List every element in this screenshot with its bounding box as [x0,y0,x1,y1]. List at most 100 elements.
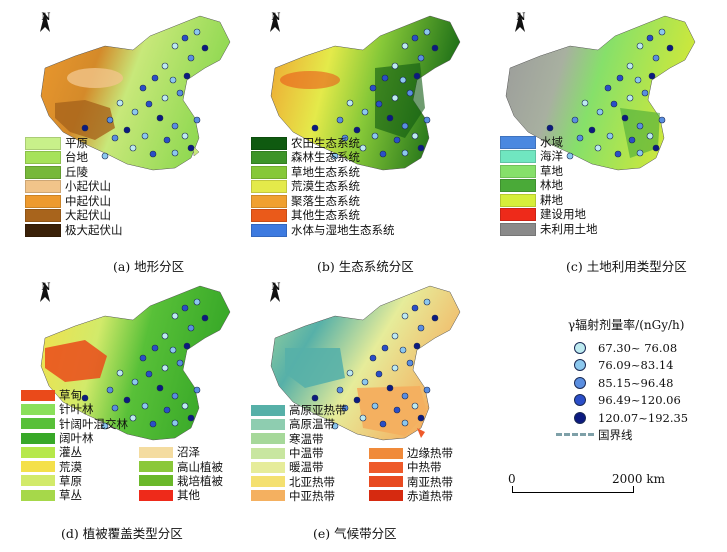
sample-point [369,84,377,92]
sample-point [123,396,131,404]
legend-item: 中热带 [369,460,464,474]
sample-point [666,44,674,52]
sample-point [636,42,644,50]
sample-point [81,394,89,402]
map-terrain [40,15,231,171]
sample-point [336,386,344,394]
sample-point [193,386,201,394]
sample-point [359,414,367,422]
sample-point [169,76,177,84]
legend-item: 极大起伏山 [25,223,123,238]
sample-point [311,124,319,132]
legend-item: 大起伏山 [25,209,123,224]
sample-point [341,134,349,142]
sample-point [616,74,624,82]
sample-point [614,150,622,158]
legend-item: 中亚热带 [251,489,369,503]
legend-item: 草地 [500,164,598,179]
sample-point [610,100,618,108]
sample-point [163,136,171,144]
map-vegetation [40,285,231,441]
sample-point [417,54,425,62]
legend-item: 赤道热带 [369,489,464,503]
sample-point [156,384,164,392]
legend-border: 国界线 [556,427,688,443]
sample-point [386,114,394,122]
legend-item: 水体与湿地生态系统 [251,223,395,238]
sample-point [658,28,666,36]
legend-dose-rate: γ辐射剂量率/(nGy/h) 67.30~ 76.08 76.09~83.14 … [556,316,688,443]
sample-point [106,386,114,394]
sample-point [401,122,409,130]
sample-point [187,414,195,422]
sample-point [393,136,401,144]
sample-point [176,89,184,97]
sample-point [171,42,179,50]
legend-item: 林地 [500,179,598,194]
caption-landuse: (c) 土地利用类型分区 [566,259,687,274]
sample-point [571,116,579,124]
panel-terrain: N 平原 台地 丘陵 小起伏山 中起伏山 大起伏山 极大起伏山 (a) 地形分区 [15,8,247,274]
sample-point [131,378,139,386]
scale-end: 2000 km [612,472,666,486]
legend-item: 96.49~120.06 [570,392,688,410]
sample-point [181,34,189,42]
north-arrow: N [39,282,53,302]
sample-point [634,76,642,84]
sample-point [648,72,656,80]
sample-point [145,370,153,378]
sample-point [431,44,439,52]
sample-point [151,74,159,82]
sample-point [371,132,379,140]
legend-item: 其他生态系统 [251,209,395,224]
legend-item: 荒漠 [21,459,139,474]
panel-ecosystem: N 农田生态系统 森林生态系统 草地生态系统 荒漠生态系统 聚落生态系统 其他生… [245,8,477,274]
sample-point [413,72,421,80]
legend-ecosystem: 农田生态系统 森林生态系统 草地生态系统 荒漠生态系统 聚落生态系统 其他生态系… [251,136,395,238]
legend-item: 耕地 [500,193,598,208]
sample-points [81,28,209,160]
sample-point [658,116,666,124]
legend-item: 南亚热带 [369,474,464,489]
legend-vegetation: 草甸 针叶林 针阔叶混交林 阔叶林 灌丛 沼泽 荒漠 高山植被 草原 栽培植被 … [21,388,229,502]
sample-point [391,62,399,70]
north-arrow: N [269,282,283,302]
legend-item: 高原亚热带 [251,403,369,417]
sample-point [139,84,147,92]
sample-point [201,44,209,52]
sample-point [161,364,169,372]
sample-point [181,304,189,312]
sample-point [399,346,407,354]
legend-item: 北亚热带 [251,474,369,489]
sample-point [181,132,189,140]
sample-point [181,402,189,410]
legend-item: 小起伏山 [25,180,123,195]
legend-item: 其他 [139,488,229,502]
sample-point [187,54,195,62]
legend-item: 水域 [500,135,598,150]
sample-point [171,392,179,400]
sample-point [171,312,179,320]
north-arrow: N [269,12,283,32]
legend-item: 台地 [25,151,123,166]
legend-item: 丘陵 [25,165,123,180]
sample-point [628,136,636,144]
legend-dose-title: γ辐射剂量率/(nGy/h) [568,318,685,332]
sample-point [169,346,177,354]
panel-vegetation: N 草甸 针叶林 针阔叶混交林 阔叶林 灌丛 沼泽 荒漠 高山植被 草原 栽培植… [15,278,247,552]
legend-item: 85.15~96.48 [570,374,688,392]
sample-point [369,354,377,362]
sample-point [171,419,179,427]
legend-item: 未利用土地 [500,222,598,237]
legend-item: 灌丛 [21,445,139,459]
legend-landuse: 水域 海洋 草地 林地 耕地 建设用地 未利用土地 [500,135,598,237]
legend-item: 平原 [25,136,123,151]
legend-terrain: 平原 台地 丘陵 小起伏山 中起伏山 大起伏山 极大起伏山 [25,136,123,238]
sample-point [417,414,425,422]
sample-point [411,304,419,312]
sample-point [187,144,195,152]
legend-item: 草原 [21,474,139,488]
sample-point [123,126,131,134]
sample-point [336,116,344,124]
sample-point [371,402,379,410]
